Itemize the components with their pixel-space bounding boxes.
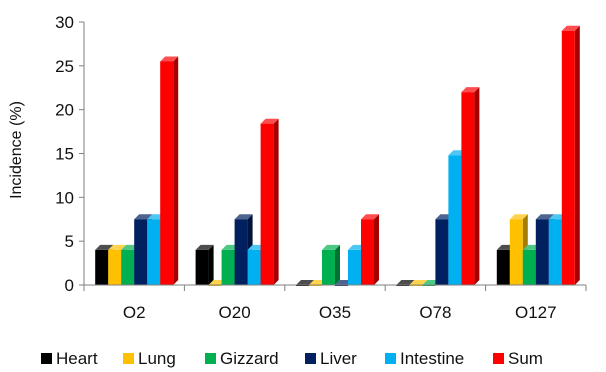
legend-swatch [41, 353, 52, 364]
bar [461, 87, 480, 285]
x-tick-label: O78 [419, 303, 451, 322]
bar [260, 118, 279, 286]
legend-item: Sum [493, 349, 543, 368]
legend-item: Liver [305, 349, 357, 368]
bar [361, 214, 379, 285]
y-tick-label: 30 [55, 13, 74, 32]
legend-label: Liver [320, 349, 357, 368]
legend-swatch [493, 353, 504, 364]
legend-swatch [385, 353, 396, 364]
bar [561, 25, 580, 286]
legend-item: Lung [123, 349, 176, 368]
x-axis: O2 O20 O35 O78 O127 [83, 284, 587, 322]
legend-label: Heart [56, 349, 98, 368]
y-tick-label: 20 [55, 101, 74, 120]
legend-label: Lung [138, 349, 176, 368]
y-tick-label: 15 [55, 145, 74, 164]
y-tick-label: 5 [65, 232, 74, 251]
legend: Heart Lung Gizzard Liver Intestine Sum [41, 349, 543, 368]
legend-swatch [305, 353, 316, 364]
legend-item: Gizzard [205, 349, 279, 368]
legend-swatch [205, 353, 216, 364]
legend-item: Heart [41, 349, 98, 368]
x-tick-label: O127 [515, 303, 557, 322]
y-tick-label: 10 [55, 188, 74, 207]
bars [95, 25, 580, 286]
legend-item: Intestine [385, 349, 464, 368]
y-tick-label: 0 [65, 276, 74, 295]
bar [322, 244, 340, 285]
y-tick-label: 25 [55, 57, 74, 76]
legend-label: Intestine [400, 349, 464, 368]
x-tick-label: O20 [219, 303, 251, 322]
bar [160, 56, 179, 286]
legend-label: Gizzard [220, 349, 279, 368]
y-axis-title: Incidence (%) [8, 101, 25, 199]
bar [195, 244, 214, 285]
y-axis: 0 5 10 15 20 25 30 [55, 13, 85, 295]
legend-swatch [123, 353, 134, 364]
legend-label: Sum [508, 349, 543, 368]
x-tick-label: O2 [123, 303, 146, 322]
x-tick-label: O35 [319, 303, 351, 322]
